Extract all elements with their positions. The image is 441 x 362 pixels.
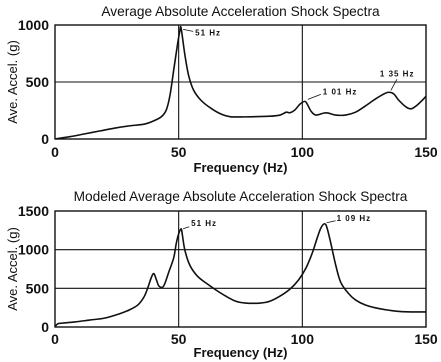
x-tick-label: 100 [291, 144, 315, 160]
y-tick-label: 500 [26, 280, 50, 296]
x-axis-label: Frequency (Hz) [194, 345, 288, 360]
x-tick-label: 150 [414, 331, 438, 347]
peak-annotation-label: 1 01 Hz [323, 87, 358, 96]
x-tick-label: 150 [414, 144, 438, 160]
y-axis-label: Ave. Accel. (g) [5, 227, 20, 311]
plot-frame [54, 24, 427, 140]
chart-panel-top: Average Absolute Acceleration Shock Spec… [5, 4, 438, 175]
x-tick-label: 50 [171, 331, 187, 347]
annotation-leader-line [183, 29, 194, 32]
x-tick-label: 50 [171, 144, 187, 160]
peak-annotation-label: 1 09 Hz [337, 214, 372, 223]
y-tick-label: 500 [26, 74, 50, 90]
chart-panel-bottom: Modeled Average Absolute Acceleration Sh… [5, 189, 438, 360]
x-tick-label: 0 [51, 331, 59, 347]
annotation-leader-line [390, 79, 398, 91]
y-axis-label: Ave. Accel. (g) [5, 40, 20, 124]
y-tick-label: 1500 [18, 203, 49, 219]
y-tick-label: 1000 [18, 17, 49, 33]
y-tick-label: 0 [41, 131, 49, 147]
x-tick-label: 100 [291, 331, 315, 347]
plot-frame [54, 210, 427, 328]
peak-annotation-label: 51 Hz [195, 28, 221, 37]
x-axis-label: Frequency (Hz) [194, 160, 288, 175]
y-tick-label: 0 [41, 319, 49, 335]
chart-title: Average Absolute Acceleration Shock Spec… [101, 4, 380, 19]
annotation-leader-line [183, 226, 190, 230]
peak-annotation-label: 51 Hz [191, 219, 217, 228]
chart-title: Modeled Average Absolute Acceleration Sh… [74, 189, 408, 204]
peak-annotation-label: 1 35 Hz [380, 69, 415, 78]
y-tick-label: 1000 [18, 242, 49, 258]
data-series-line [55, 222, 426, 327]
annotation-leader-line [307, 94, 321, 100]
annotation-leader-line [326, 220, 336, 224]
data-series-line [55, 25, 426, 139]
x-tick-label: 0 [51, 144, 59, 160]
